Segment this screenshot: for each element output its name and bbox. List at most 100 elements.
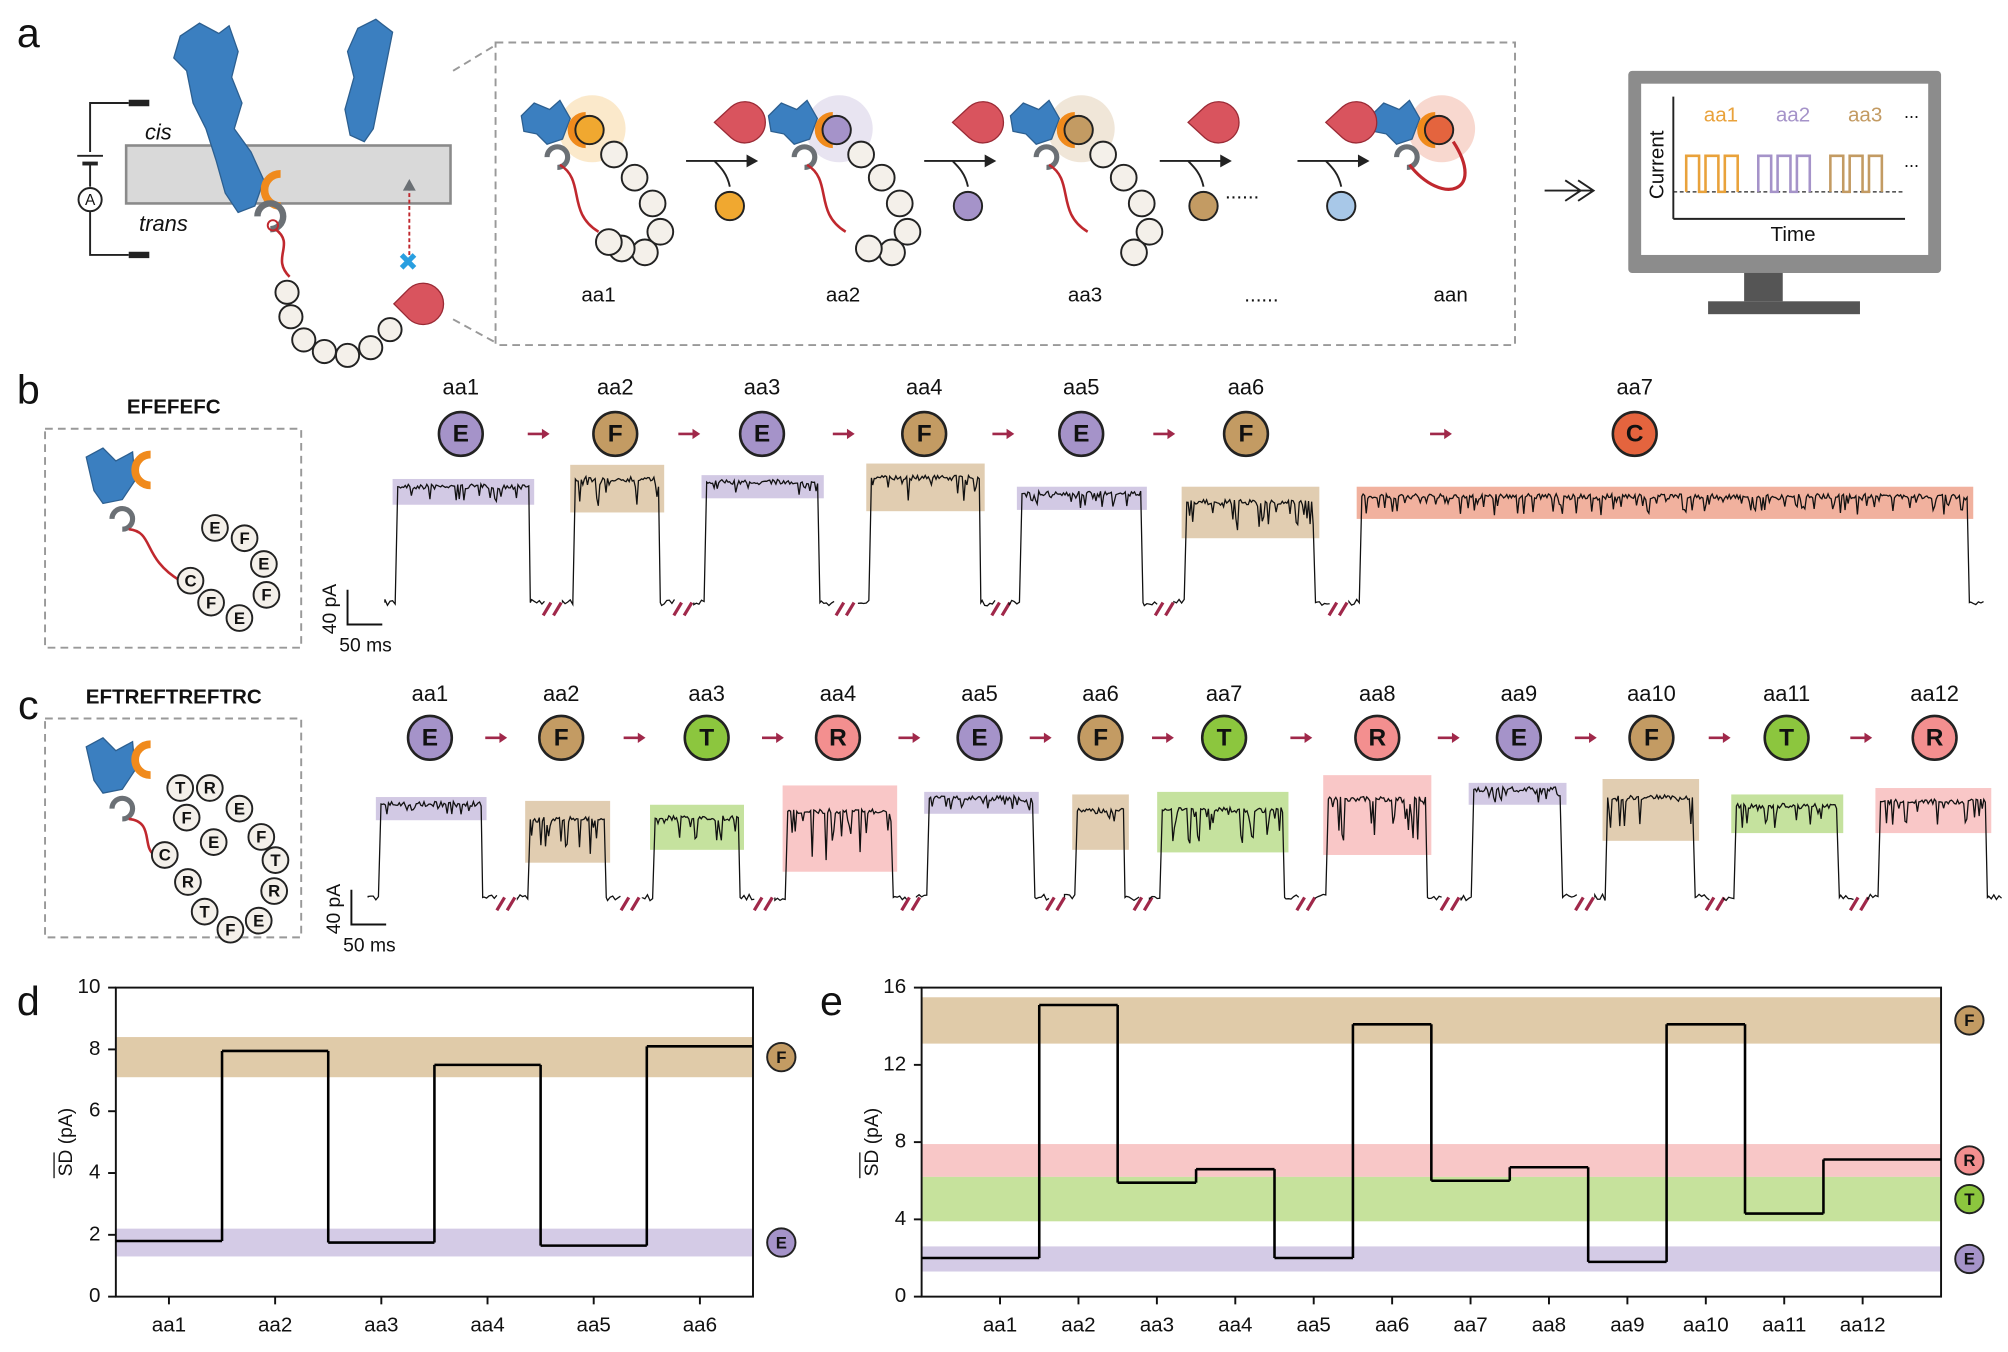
released-residue <box>1326 190 1357 222</box>
band-marker <box>766 1042 797 1073</box>
step-arrowhead <box>1043 732 1052 743</box>
panel-letter: e <box>820 978 843 1024</box>
x-tick-label: aa5 <box>1297 1314 1331 1337</box>
current-trace <box>1173 497 1330 607</box>
residue-letter: F <box>554 725 569 752</box>
residue-letter: E <box>234 799 245 818</box>
y-tick-label: 0 <box>89 1284 100 1307</box>
ellipsis: ...... <box>1225 181 1259 204</box>
residue-marker <box>901 410 948 458</box>
residue-letter: F <box>1239 421 1254 448</box>
monitor-trace <box>1684 154 1739 194</box>
residue-marker <box>1911 714 1958 761</box>
arrowhead <box>1357 154 1370 168</box>
x-tick-label: aa4 <box>1218 1314 1252 1337</box>
break-mark <box>1045 896 1066 912</box>
residue-marker <box>592 410 639 458</box>
monitor-series-label: aa2 <box>1776 103 1810 126</box>
break-mark <box>1439 896 1461 912</box>
protein <box>767 99 819 145</box>
clip <box>109 506 136 532</box>
residue-letter: C <box>159 846 171 865</box>
monitor-trace <box>1757 154 1812 194</box>
residue-marker <box>1058 410 1105 458</box>
residue-letter: F <box>239 529 249 548</box>
residue-marker <box>1077 714 1124 761</box>
x-tick-label: aa4 <box>470 1314 504 1337</box>
level-box <box>1072 794 1129 850</box>
level-box <box>701 475 824 499</box>
residue-bead <box>247 823 276 851</box>
chain-bead <box>1135 217 1164 246</box>
residue-letter: E <box>1073 421 1089 448</box>
residue-letter: E <box>754 421 770 448</box>
current-trace <box>561 474 676 607</box>
step-label: aan <box>1433 284 1467 307</box>
y-axis-label: SD (pA) <box>859 1108 883 1179</box>
residue-letter: F <box>608 421 623 448</box>
residue-letter: R <box>268 882 280 901</box>
y-axis-label: SD (pA) <box>53 1108 77 1179</box>
y-tick-label: 2 <box>89 1222 100 1245</box>
band-marker <box>1954 1145 1985 1176</box>
residue-letter: F <box>256 828 266 847</box>
scale-bar <box>350 889 387 926</box>
band-label: F <box>776 1048 786 1067</box>
current-trace <box>1348 491 1984 606</box>
step-label: aa5 <box>961 681 997 706</box>
residue-bead <box>261 846 290 874</box>
y-tick-label: 6 <box>89 1099 100 1122</box>
residue-letter: R <box>1368 725 1386 752</box>
monitor-more: ... <box>1904 151 1919 171</box>
protease <box>1324 101 1378 144</box>
step-arrowhead <box>1722 732 1731 743</box>
residue-bead <box>176 566 205 595</box>
chain-bead <box>847 140 875 169</box>
break-mark <box>1132 896 1154 912</box>
reaction-arrow <box>686 159 753 187</box>
strand <box>1048 163 1089 233</box>
receptor <box>131 740 151 780</box>
residue-letter: C <box>1626 421 1644 448</box>
panel-a-art <box>77 18 1942 368</box>
chain-bead <box>893 217 922 246</box>
monitor-series-label: aa1 <box>1704 103 1738 126</box>
ammeter-label: A <box>85 192 96 209</box>
break-mark <box>672 601 694 617</box>
protein <box>1009 99 1061 145</box>
break-mark <box>834 601 856 617</box>
step-label: aa10 <box>1627 681 1676 706</box>
cis-label: cis <box>145 120 172 145</box>
receptor <box>131 450 151 490</box>
chain-bead <box>631 238 659 267</box>
current-trace <box>1722 802 1854 902</box>
level-box <box>1602 779 1700 841</box>
step-label: aa3 <box>744 375 780 400</box>
step-label: aa2 <box>826 284 860 307</box>
protease <box>713 101 766 144</box>
residue-bead <box>216 915 245 944</box>
monitor-trace <box>1829 154 1884 194</box>
protein <box>85 737 136 794</box>
chain-bead <box>1109 163 1138 192</box>
residue <box>1423 114 1455 146</box>
clip <box>1033 144 1060 170</box>
monitor-ylabel: Current <box>1645 130 1668 199</box>
break-mark <box>619 896 641 912</box>
residue-marker <box>1611 410 1658 458</box>
step-arrowhead <box>1451 732 1460 743</box>
band-marker <box>766 1227 797 1258</box>
residue-letter: E <box>971 725 987 752</box>
band-label: E <box>1964 1250 1975 1269</box>
scale-y: 40 pA <box>324 884 345 935</box>
residue-marker <box>1628 714 1675 761</box>
step-label: aa7 <box>1206 681 1242 706</box>
residue-letter: F <box>182 808 192 827</box>
y-tick-label: 10 <box>78 975 101 998</box>
band-label: T <box>1964 1190 1975 1209</box>
level-box <box>570 464 665 513</box>
chain-bead <box>1089 140 1117 169</box>
released-residue <box>952 190 984 222</box>
reaction-arrow <box>1297 159 1365 187</box>
